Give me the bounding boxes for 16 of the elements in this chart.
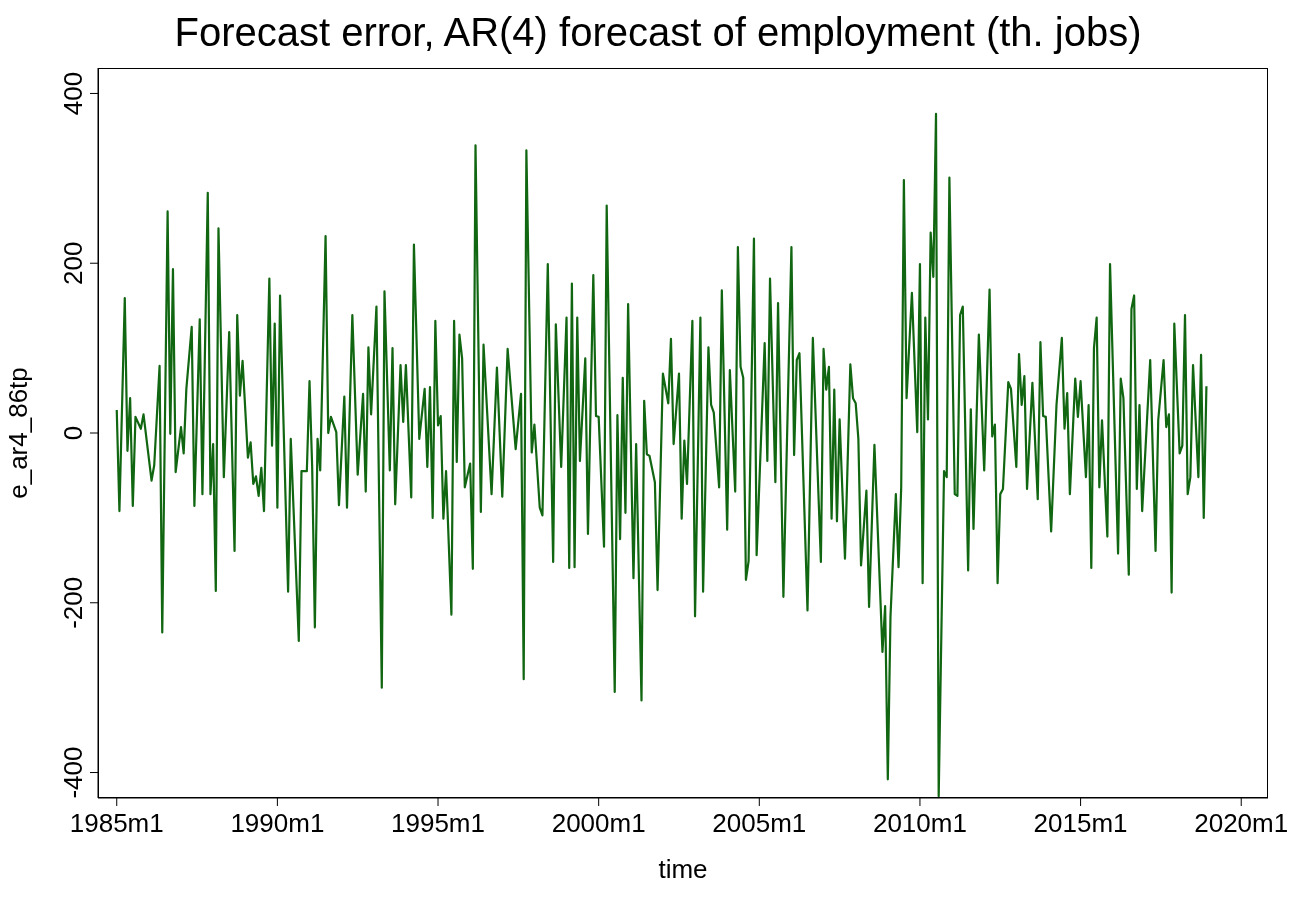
x-tick-label: 2020m1 — [1194, 808, 1289, 838]
y-tick-label: -400 — [58, 746, 88, 799]
y-tick-label: 0 — [58, 425, 88, 441]
y-axis-title: e_ar4_86tp — [3, 367, 34, 499]
x-tick-label: 2000m1 — [551, 808, 646, 838]
x-tick-label: 1990m1 — [230, 808, 325, 838]
y-tick-label: -200 — [58, 576, 88, 629]
y-tick-label: 200 — [58, 241, 88, 285]
x-tick-label: 1985m1 — [69, 808, 164, 838]
y-tick-label: 400 — [58, 71, 88, 116]
x-tick-label: 2015m1 — [1033, 808, 1128, 838]
x-tick-label: 1995m1 — [391, 808, 486, 838]
x-tick-label: 2005m1 — [712, 808, 807, 838]
x-axis-title: time — [658, 854, 708, 884]
x-tick-label: 2010m1 — [872, 808, 967, 838]
chart-title: Forecast error, AR(4) forecast of employment (th. jobs) — [173, 10, 1143, 55]
